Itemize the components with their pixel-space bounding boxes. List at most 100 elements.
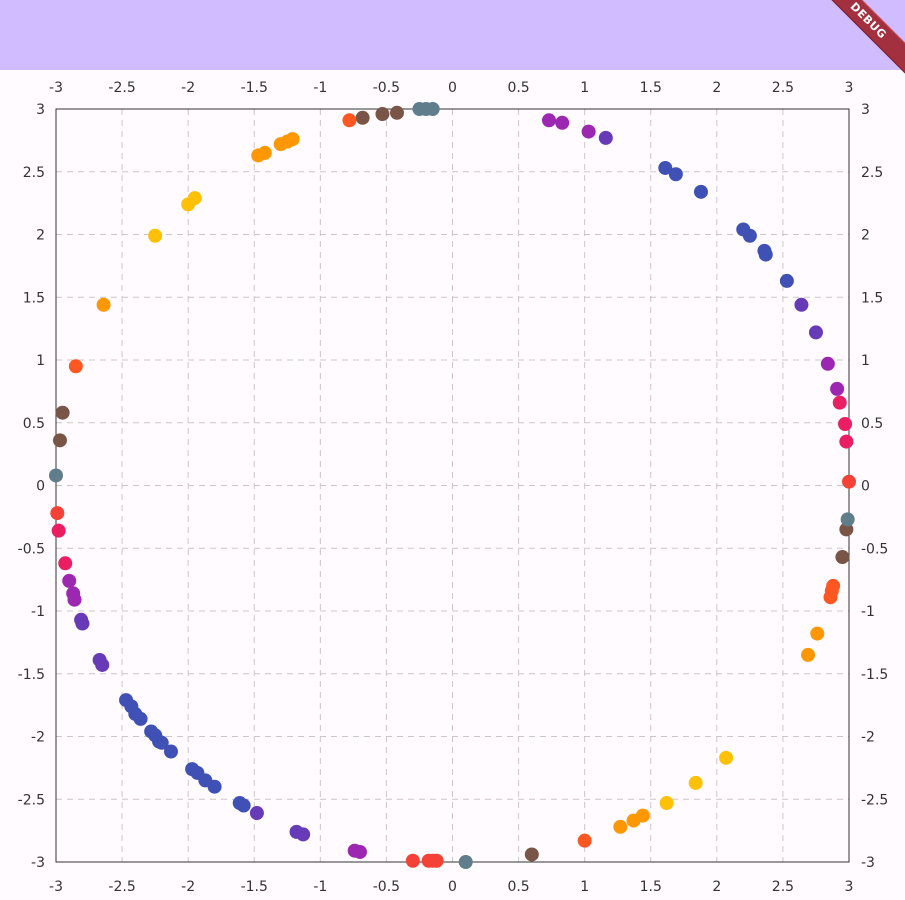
x-tick-label-top: -2.5 — [108, 80, 135, 96]
y-tick-label-right: -0.5 — [861, 541, 888, 557]
data-point — [830, 381, 845, 396]
data-point — [736, 222, 751, 237]
data-point — [524, 847, 539, 862]
data-point — [581, 124, 596, 139]
data-point — [51, 523, 66, 538]
x-tick-label-bottom: 2 — [712, 879, 721, 895]
y-tick-label-right: 1 — [861, 353, 870, 369]
y-tick-label-left: 2.5 — [23, 165, 45, 181]
y-tick-label-left: 3 — [36, 102, 45, 118]
data-point — [719, 750, 734, 765]
x-tick-label-bottom: -1 — [313, 879, 327, 895]
data-point — [598, 130, 613, 145]
data-point — [458, 855, 473, 869]
y-tick-label-left: -1.5 — [18, 667, 45, 683]
x-tick-label-top: 2 — [712, 80, 721, 96]
data-point — [555, 115, 570, 130]
data-point — [541, 113, 556, 128]
data-point — [838, 417, 853, 432]
data-point — [355, 110, 370, 125]
data-point — [835, 550, 850, 565]
data-point — [820, 356, 835, 371]
x-tick-label-bottom: 0.5 — [507, 879, 529, 895]
x-tick-label-top: -1 — [313, 80, 327, 96]
data-point — [577, 833, 592, 848]
data-point — [163, 744, 178, 759]
x-tick-label-bottom: 0 — [448, 879, 457, 895]
y-tick-label-right: 1.5 — [861, 290, 883, 306]
y-tick-label-right: 0 — [861, 479, 870, 495]
y-tick-label-left: -3 — [31, 855, 45, 871]
y-tick-label-left: 1 — [36, 353, 45, 369]
x-tick-label-top: 1.5 — [640, 80, 662, 96]
y-tick-label-right: -2 — [861, 730, 875, 746]
y-tick-label-left: -0.5 — [18, 541, 45, 557]
data-point — [148, 228, 163, 243]
y-tick-label-right: 2 — [861, 228, 870, 244]
data-point — [58, 556, 73, 571]
y-tick-label-right: -2.5 — [861, 792, 888, 808]
data-point — [249, 806, 264, 821]
x-tick-label-bottom: 3 — [845, 879, 854, 895]
data-point — [251, 148, 266, 163]
y-tick-label-left: 1.5 — [23, 290, 45, 306]
y-tick-label-right: 2.5 — [861, 165, 883, 181]
data-point — [50, 506, 65, 521]
data-point — [412, 102, 427, 116]
data-point — [52, 433, 67, 448]
data-point — [181, 197, 196, 212]
y-tick-label-right: 0.5 — [861, 416, 883, 432]
data-point — [154, 735, 169, 750]
x-tick-label-bottom: -2 — [181, 879, 195, 895]
data-point — [658, 160, 673, 175]
x-tick-label-bottom: 1.5 — [640, 879, 662, 895]
data-point — [840, 512, 855, 527]
data-point — [635, 808, 650, 823]
data-point — [62, 573, 77, 588]
data-point — [68, 359, 83, 374]
x-tick-label-bottom: -1.5 — [241, 879, 268, 895]
data-point — [801, 647, 816, 662]
data-points — [49, 102, 856, 869]
data-point — [842, 474, 856, 489]
data-point — [826, 578, 841, 593]
x-tick-label-top: 0.5 — [507, 80, 529, 96]
y-tick-label-right: 3 — [861, 102, 870, 118]
data-point — [342, 113, 357, 128]
y-tick-label-left: -2.5 — [18, 792, 45, 808]
data-point — [693, 184, 708, 199]
x-tick-label-top: 2.5 — [772, 80, 794, 96]
data-point — [429, 853, 444, 868]
x-tick-label-top: 0 — [448, 80, 457, 96]
y-tick-label-right: -1.5 — [861, 667, 888, 683]
data-point — [95, 657, 110, 672]
app-bar — [0, 0, 905, 70]
y-tick-label-left: -2 — [31, 730, 45, 746]
data-point — [405, 853, 420, 868]
data-point — [375, 107, 390, 122]
data-point — [688, 775, 703, 790]
data-point — [352, 844, 367, 859]
data-point — [207, 779, 222, 794]
x-tick-label-bottom: -2.5 — [108, 879, 135, 895]
x-tick-label-top: -2 — [181, 80, 195, 96]
x-tick-label-bottom: 2.5 — [772, 879, 794, 895]
x-tick-label-top: -3 — [49, 80, 63, 96]
x-tick-label-bottom: 1 — [580, 879, 589, 895]
x-tick-label-top: 3 — [845, 80, 854, 96]
x-tick-label-bottom: -3 — [49, 879, 63, 895]
x-tick-label-top: -1.5 — [241, 80, 268, 96]
data-point — [133, 711, 148, 726]
x-tick-label-bottom: -0.5 — [373, 879, 400, 895]
data-point — [668, 167, 683, 182]
y-tick-label-left: 0 — [36, 479, 45, 495]
data-point — [49, 468, 63, 483]
x-tick-label-top: -0.5 — [373, 80, 400, 96]
y-tick-label-left: 0.5 — [23, 416, 45, 432]
data-point — [779, 273, 794, 288]
data-point — [794, 297, 809, 312]
y-tick-label-right: -3 — [861, 855, 875, 871]
data-point — [96, 297, 111, 312]
data-point — [839, 434, 854, 449]
